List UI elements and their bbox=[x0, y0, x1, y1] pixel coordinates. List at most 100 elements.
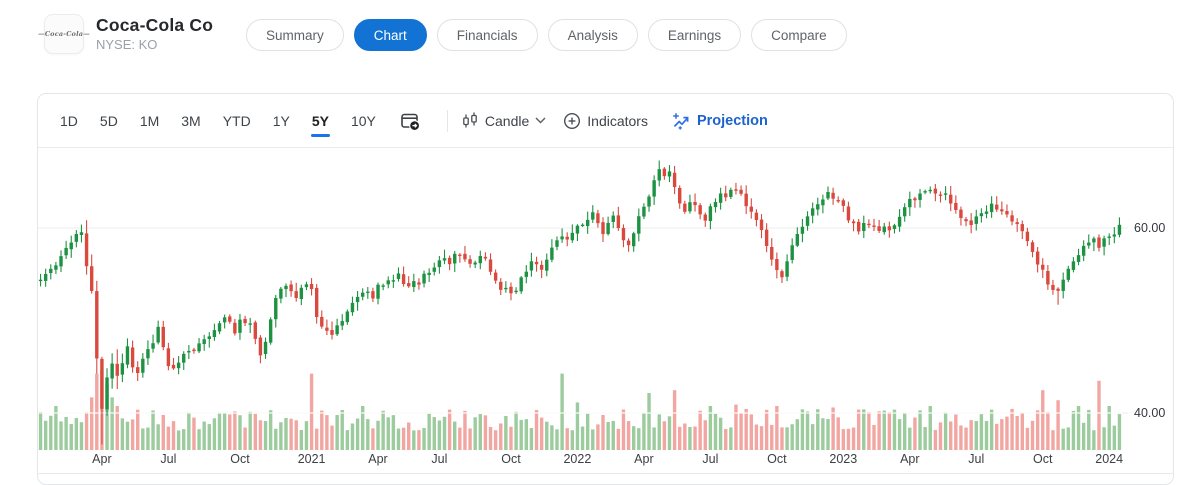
range-1m[interactable]: 1M bbox=[132, 109, 167, 133]
volume-bar bbox=[795, 419, 800, 450]
candle-body bbox=[908, 198, 912, 208]
volume-bar bbox=[391, 415, 396, 450]
volume-bar bbox=[611, 420, 615, 450]
range-ytd[interactable]: YTD bbox=[215, 109, 259, 133]
tab-compare[interactable]: Compare bbox=[751, 19, 847, 51]
chart-type-button[interactable]: Candle bbox=[461, 111, 546, 130]
candle-body bbox=[611, 215, 615, 223]
candle-body bbox=[166, 348, 171, 367]
candle-body bbox=[1107, 236, 1111, 238]
volume-bar bbox=[228, 414, 232, 450]
volume-bar bbox=[1107, 406, 1111, 450]
candle-body bbox=[1071, 261, 1076, 270]
range-5y[interactable]: 5Y bbox=[304, 109, 337, 137]
volume-bar bbox=[320, 410, 324, 450]
volume-bar bbox=[851, 427, 856, 450]
candle-body bbox=[545, 259, 549, 271]
candle-body bbox=[89, 266, 94, 291]
tab-chart[interactable]: Chart bbox=[353, 19, 427, 51]
volume-bar bbox=[810, 424, 815, 450]
candle-body bbox=[1030, 242, 1035, 252]
range-5d[interactable]: 5D bbox=[92, 109, 126, 133]
candle-body bbox=[386, 280, 390, 285]
candle-body bbox=[130, 347, 135, 368]
candle-body bbox=[304, 284, 309, 288]
candle-body bbox=[596, 213, 600, 224]
price-chart[interactable]: 60.00 40.00 Apr Jul Oct 2021 Apr Jul Oct 2022 Apr J… bbox=[38, 149, 1173, 474]
volume-bar bbox=[887, 412, 892, 450]
range-3m[interactable]: 3M bbox=[173, 109, 208, 133]
tab-financials[interactable]: Financials bbox=[436, 19, 538, 51]
volume-bar bbox=[683, 423, 687, 450]
candle-body bbox=[800, 226, 805, 234]
range-1d[interactable]: 1D bbox=[52, 109, 86, 133]
volume-bar bbox=[764, 409, 769, 450]
tab-analysis[interactable]: Analysis bbox=[547, 19, 638, 51]
candle-body bbox=[1046, 271, 1050, 285]
projection-label: Projection bbox=[696, 112, 768, 129]
volume-bar bbox=[918, 410, 922, 450]
volume-bar bbox=[565, 428, 569, 450]
time-axis-label: Oct bbox=[767, 452, 787, 466]
candle-body bbox=[841, 200, 846, 206]
candle-body bbox=[708, 206, 713, 222]
candle-body bbox=[749, 206, 753, 212]
tab-summary[interactable]: Summary bbox=[246, 19, 344, 51]
volume-bar bbox=[693, 426, 697, 450]
candle-body bbox=[427, 272, 431, 276]
candle-body bbox=[330, 330, 334, 335]
price-axis-label: 60.00 bbox=[1134, 221, 1165, 235]
candle-body bbox=[504, 287, 508, 290]
projection-button[interactable]: Projection bbox=[671, 111, 768, 131]
candle-body bbox=[325, 327, 329, 331]
candle-body bbox=[447, 257, 452, 265]
candle-body bbox=[851, 221, 856, 224]
volume-bar bbox=[69, 424, 73, 450]
volume-bar bbox=[892, 409, 897, 450]
volume-bar bbox=[943, 412, 948, 450]
volume-bar bbox=[64, 417, 68, 450]
volume-bar bbox=[381, 410, 385, 450]
time-axis-label: Apr bbox=[900, 452, 919, 466]
candle-body bbox=[790, 245, 794, 260]
volume-bar bbox=[964, 427, 968, 450]
volume-bar bbox=[504, 416, 508, 450]
volume-bar bbox=[458, 427, 462, 450]
candle-body bbox=[887, 226, 892, 231]
volume-bar bbox=[166, 426, 171, 450]
volume-bar bbox=[483, 415, 488, 450]
volume-bar bbox=[744, 408, 748, 450]
volume-bar bbox=[596, 424, 600, 450]
candle-body bbox=[775, 258, 779, 271]
volume-bar bbox=[718, 417, 723, 450]
volume-bar bbox=[729, 427, 733, 450]
candle-body bbox=[877, 226, 881, 231]
candlestick-chart-svg[interactable]: 60.00 40.00 Apr Jul Oct 2021 Apr Jul Oct 2022 Apr J… bbox=[38, 149, 1173, 474]
range-1y[interactable]: 1Y bbox=[265, 109, 298, 133]
tab-earnings[interactable]: Earnings bbox=[647, 19, 742, 51]
volume-bar bbox=[309, 373, 314, 450]
range-10y[interactable]: 10Y bbox=[343, 109, 384, 133]
indicators-button[interactable]: Indicators bbox=[563, 112, 648, 130]
volume-bar bbox=[631, 426, 636, 450]
volume-bar bbox=[253, 413, 258, 450]
volume-bar bbox=[703, 420, 707, 450]
candle-body bbox=[739, 189, 743, 194]
volume-bar bbox=[995, 423, 999, 450]
candle-body bbox=[585, 219, 590, 227]
volume-bar bbox=[314, 428, 319, 450]
volume-bar bbox=[902, 413, 907, 450]
candle-body bbox=[580, 224, 585, 227]
candle-body bbox=[115, 363, 119, 376]
volume-bar bbox=[463, 410, 467, 450]
volume-bar bbox=[330, 425, 334, 450]
volume-bar bbox=[754, 424, 759, 450]
candle-body bbox=[938, 194, 943, 196]
custom-date-range-button[interactable] bbox=[397, 108, 423, 134]
candle-body bbox=[314, 287, 319, 317]
volume-bar bbox=[867, 412, 871, 450]
candle-body bbox=[652, 180, 656, 197]
candle-body bbox=[718, 193, 723, 203]
volume-bar bbox=[524, 419, 529, 450]
volume-bar bbox=[555, 429, 559, 450]
